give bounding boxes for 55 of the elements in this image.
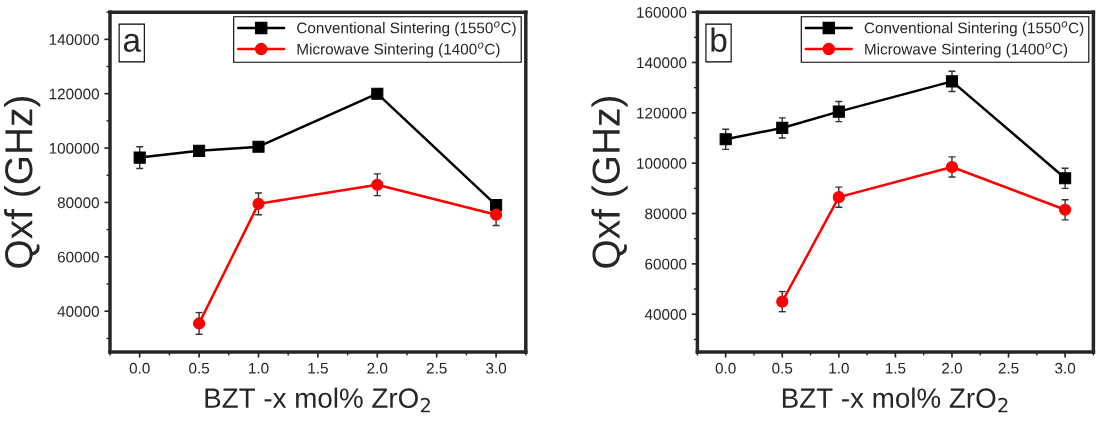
y-tick-label: 60000 — [57, 251, 99, 263]
annotation: a — [123, 33, 142, 52]
point — [776, 121, 789, 135]
y-axis-title: Qxf (GHz) — [4, 96, 41, 268]
x-tick-label: 0.0 — [129, 362, 150, 374]
x-axis-title: BZT -x mol% ZrO$_{2}$ — [205, 387, 430, 413]
y-tick-label: 120000 — [637, 107, 687, 119]
point — [832, 105, 845, 118]
x-tick-label: 2.5 — [426, 362, 447, 374]
x-tick-label: 2.0 — [942, 362, 962, 374]
annotation: b — [711, 27, 727, 52]
legend-label: Conventional Sintering (1550$^{o}$C) — [297, 21, 516, 37]
point — [776, 295, 789, 308]
point — [252, 140, 265, 153]
point — [133, 151, 146, 164]
point — [719, 133, 732, 146]
x-tick-label: 1.5 — [885, 362, 906, 374]
y-tick-label: 120000 — [49, 88, 99, 100]
x-tick-label: 0.5 — [189, 362, 210, 374]
x-tick-label: 0.0 — [715, 362, 736, 374]
x-tick-label: 2.0 — [367, 362, 388, 374]
x-tick-label: 1.0 — [249, 362, 269, 374]
point — [832, 191, 845, 204]
point — [193, 317, 206, 330]
legend-label: Conventional Sintering (1550$^{o}$C) — [864, 21, 1084, 37]
point — [945, 75, 959, 88]
y-tick-label: 100000 — [49, 142, 99, 154]
point — [193, 144, 206, 157]
y-tick-label: 40000 — [57, 306, 99, 317]
x-axis-title: BZT -x mol% ZrO$_{2}$ — [782, 387, 1008, 413]
x-tick-label: 1.0 — [829, 362, 849, 374]
y-tick-label: 60000 — [645, 258, 687, 270]
x-tick-label: 0.5 — [772, 362, 793, 374]
point — [490, 208, 503, 221]
point — [252, 197, 265, 210]
y-tick-label: 160000 — [637, 7, 687, 18]
x-tick-label: 1.5 — [308, 362, 328, 374]
y-tick-label: 140000 — [637, 57, 687, 69]
y-tick-label: 80000 — [57, 197, 99, 209]
y-tick-label: 140000 — [49, 34, 99, 46]
y-tick-label: 80000 — [645, 208, 687, 220]
y-axis-title: Qxf (GHz) — [591, 96, 628, 268]
x-tick-label: 3.0 — [486, 362, 507, 374]
x-tick-label: 3.0 — [1055, 362, 1076, 374]
x-tick-label: 2.5 — [998, 362, 1019, 374]
point — [490, 199, 503, 212]
y-tick-label: 100000 — [637, 158, 687, 169]
point — [1059, 203, 1072, 216]
point — [371, 87, 384, 100]
legend-label: Microwave Sintering (1400$^{o}$C) — [297, 42, 500, 58]
legend-label: Microwave Sintering (1400$^{o}$C) — [865, 42, 1068, 58]
point — [371, 178, 384, 191]
y-tick-label: 40000 — [644, 309, 687, 320]
point — [1059, 172, 1072, 185]
point — [945, 160, 959, 174]
